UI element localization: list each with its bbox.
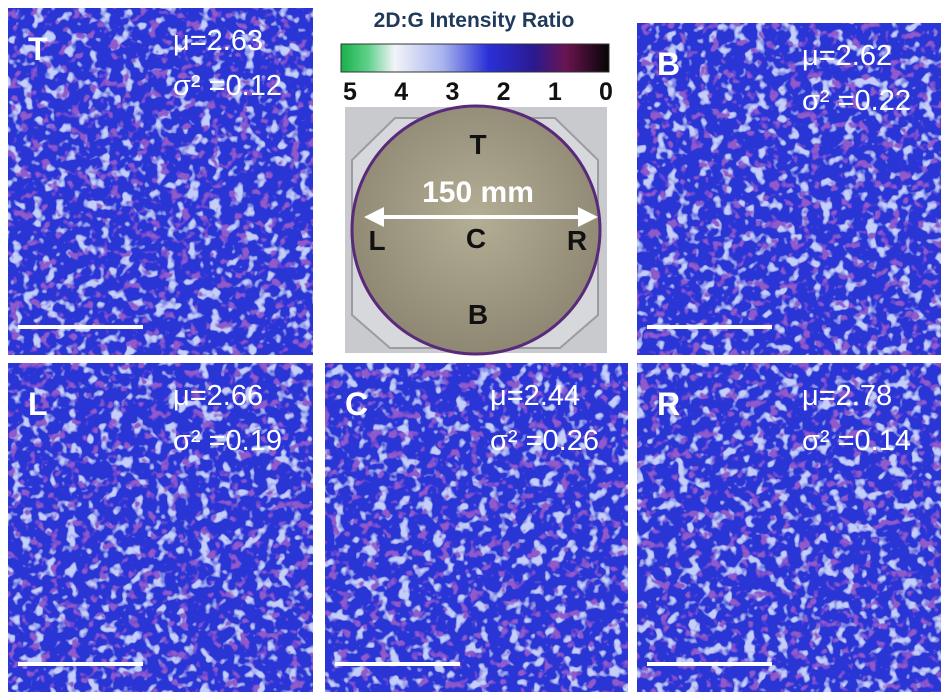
wafer-diameter: 150 mm [422, 176, 534, 209]
colorbar-tick-label: 1 [548, 78, 562, 106]
panel-label: L [28, 386, 48, 422]
wafer-label: C [466, 223, 486, 254]
colorbar-title: 2D:G Intensity Ratio [374, 9, 575, 32]
panel-label: R [657, 386, 680, 422]
colorbar-ticks: 5 4 3 2 1 0 [343, 78, 613, 106]
colorbar [341, 44, 609, 72]
mean-value: μ=2.78 [802, 380, 892, 412]
map-image [8, 8, 313, 355]
map-image [637, 23, 941, 355]
colorbar-tick-label: 5 [343, 78, 357, 106]
panel-label: B [657, 46, 680, 82]
variance-value: σ² =0.22 [802, 85, 911, 117]
panel-label: T [28, 31, 48, 67]
map-image [325, 363, 628, 692]
mean-value: μ=2.63 [173, 25, 263, 57]
wafer-label: B [468, 299, 488, 330]
mean-value: μ=2.62 [802, 40, 892, 72]
wafer-label: L [368, 225, 385, 256]
variance-value: σ² =0.12 [173, 70, 282, 102]
wafer-label: R [567, 225, 587, 256]
colorbar-tick-label: 3 [445, 78, 459, 106]
panel-label: C [345, 386, 368, 422]
colorbar-tick-label: 0 [599, 78, 613, 106]
mean-value: μ=2.66 [173, 380, 263, 412]
colorbar-tick-label: 2 [497, 78, 511, 106]
variance-value: σ² =0.26 [490, 425, 599, 457]
colorbar-tick-label: 4 [394, 78, 408, 106]
map-image [8, 363, 313, 692]
variance-value: σ² =0.14 [802, 425, 911, 457]
figure: 2D:G Intensity Ratio 5 4 3 2 1 0 T C L R B 15… [0, 0, 941, 692]
wafer-label: T [469, 129, 486, 160]
map-image [637, 363, 941, 692]
variance-value: σ² =0.19 [173, 425, 282, 457]
mean-value: μ=2.44 [490, 380, 580, 412]
